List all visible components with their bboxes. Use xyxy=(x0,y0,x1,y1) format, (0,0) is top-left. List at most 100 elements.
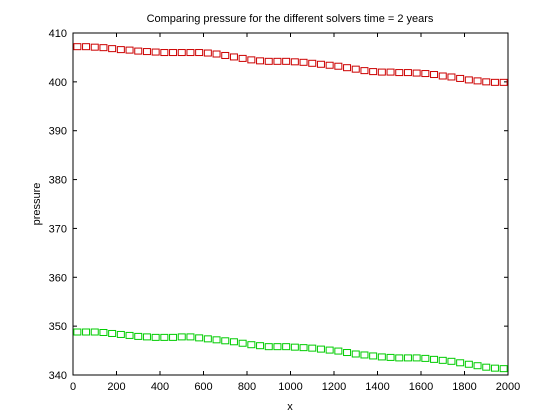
data-point xyxy=(108,45,117,53)
data-point xyxy=(273,343,282,351)
data-point xyxy=(151,48,160,56)
data-point xyxy=(186,49,195,57)
data-point xyxy=(177,333,186,341)
data-point xyxy=(351,350,360,358)
data-point xyxy=(247,56,256,64)
data-point xyxy=(482,363,491,371)
y-tick-label: 340 xyxy=(49,370,67,382)
data-point xyxy=(151,333,160,341)
data-point xyxy=(325,61,334,69)
x-tick-label: 400 xyxy=(151,381,169,393)
data-point xyxy=(421,354,430,362)
data-point xyxy=(290,343,299,351)
x-tick-label: 200 xyxy=(107,381,125,393)
data-point xyxy=(499,78,508,86)
x-tick-label: 1600 xyxy=(409,381,433,393)
x-tick-label: 600 xyxy=(194,381,212,393)
data-point xyxy=(116,46,125,54)
data-point xyxy=(134,47,143,55)
data-point xyxy=(169,333,178,341)
data-point xyxy=(221,51,230,59)
data-point xyxy=(264,57,273,65)
data-point xyxy=(456,74,465,82)
data-point xyxy=(99,328,108,336)
data-point xyxy=(195,334,204,342)
data-point xyxy=(473,77,482,85)
data-point xyxy=(299,344,308,352)
data-point xyxy=(90,328,99,336)
x-axis-label: x xyxy=(287,401,293,413)
y-tick-label: 380 xyxy=(49,175,67,187)
x-tick-label: 800 xyxy=(238,381,256,393)
data-point xyxy=(482,78,491,86)
data-point xyxy=(273,57,282,65)
data-point xyxy=(299,58,308,66)
y-tick-label: 400 xyxy=(49,77,67,89)
data-point xyxy=(412,69,421,77)
data-marks xyxy=(73,43,508,373)
data-point xyxy=(395,69,404,77)
data-point xyxy=(334,347,343,355)
x-tick-label: 2000 xyxy=(496,381,520,393)
data-point xyxy=(395,354,404,362)
data-point xyxy=(316,60,325,68)
data-point xyxy=(125,331,134,339)
data-point xyxy=(160,49,169,57)
data-point xyxy=(142,48,151,56)
data-point xyxy=(177,49,186,57)
data-point xyxy=(160,333,169,341)
series-1 xyxy=(73,43,508,86)
data-point xyxy=(412,354,421,362)
data-point xyxy=(464,76,473,84)
data-point xyxy=(447,357,456,365)
data-point xyxy=(360,351,369,359)
data-point xyxy=(238,339,247,347)
data-point xyxy=(334,62,343,70)
plot-frame xyxy=(72,32,509,376)
data-point xyxy=(421,70,430,78)
data-point xyxy=(369,352,378,360)
data-point xyxy=(386,353,395,361)
data-point xyxy=(343,349,352,357)
y-tick-label: 410 xyxy=(49,28,67,40)
x-tick-label: 1200 xyxy=(322,381,346,393)
data-point xyxy=(369,68,378,76)
data-point xyxy=(82,43,91,51)
data-point xyxy=(282,57,291,65)
data-point xyxy=(229,53,238,61)
data-point xyxy=(308,344,317,352)
data-point xyxy=(229,338,238,346)
data-point xyxy=(282,343,291,351)
y-tick-label: 370 xyxy=(49,223,67,235)
data-point xyxy=(212,50,221,58)
y-tick-label: 360 xyxy=(49,272,67,284)
data-point xyxy=(203,335,212,343)
data-point xyxy=(325,346,334,354)
x-tick-label: 1000 xyxy=(278,381,302,393)
data-point xyxy=(290,58,299,66)
data-point xyxy=(169,49,178,57)
data-point xyxy=(447,73,456,81)
data-point xyxy=(377,68,386,76)
data-point xyxy=(430,355,439,363)
data-point xyxy=(403,69,412,77)
data-point xyxy=(186,333,195,341)
data-point xyxy=(499,365,508,373)
data-point xyxy=(195,49,204,57)
data-point xyxy=(386,68,395,76)
chart-title: Comparing pressure for the different sol… xyxy=(147,13,434,25)
data-point xyxy=(464,360,473,368)
data-point xyxy=(456,359,465,367)
data-point xyxy=(73,43,82,51)
x-tick-label: 1400 xyxy=(365,381,389,393)
series-2 xyxy=(73,328,508,373)
data-point xyxy=(116,330,125,338)
data-point xyxy=(308,59,317,67)
data-point xyxy=(264,343,273,351)
data-point xyxy=(438,356,447,364)
data-point xyxy=(360,67,369,75)
y-tick-label: 390 xyxy=(49,126,67,138)
data-point xyxy=(473,362,482,370)
data-point xyxy=(343,64,352,72)
